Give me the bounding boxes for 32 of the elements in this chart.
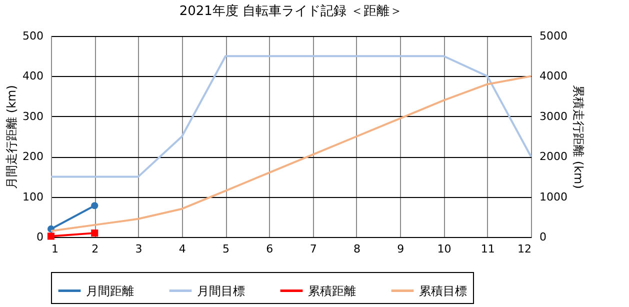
y2-tick-label: 1000 (540, 190, 568, 204)
x-tick-label: 3 (135, 242, 142, 256)
legend-label: 累積距離 (308, 284, 356, 298)
x-tick-label: 11 (480, 242, 495, 256)
x-tick-label: 4 (178, 242, 186, 256)
legend-label: 累積目標 (419, 284, 467, 298)
y2-axis-title: 累積走行距離 (km) (571, 85, 586, 189)
y-tick-label: 200 (22, 150, 44, 164)
chart-title: 2021年度 自転車ライド記録 ＜距離＞ (179, 3, 403, 19)
legend-label: 月間距離 (86, 284, 134, 298)
x-tick-label: 12 (518, 242, 532, 256)
x-tick-label: 2 (92, 242, 99, 256)
x-tick-label: 5 (222, 242, 230, 256)
x-tick-label: 8 (353, 242, 360, 256)
y-tick-label: 400 (22, 70, 44, 83)
x-tick-label: 7 (310, 242, 317, 256)
y-tick-label: 500 (22, 30, 44, 42)
y-axis-title: 月間走行距離 (km) (4, 85, 19, 189)
line-series (50, 55, 532, 178)
y2-tick-label: 2000 (540, 150, 568, 164)
y-tick-label: 100 (22, 190, 44, 204)
x-tick-label: 1 (52, 242, 58, 256)
legend-label: 月間目標 (197, 284, 245, 298)
x-tick-label: 9 (397, 242, 404, 256)
y2-tick-label: 0 (540, 230, 546, 244)
x-tick-label: 6 (266, 242, 274, 256)
y2-tick-label: 5000 (540, 30, 568, 42)
y-tick-label: 0 (36, 230, 44, 244)
y2-tick-label: 4000 (540, 70, 568, 83)
y2-tick-label: 3000 (540, 110, 568, 123)
x-tick-label: 10 (437, 242, 452, 256)
y-tick-label: 300 (22, 110, 44, 123)
